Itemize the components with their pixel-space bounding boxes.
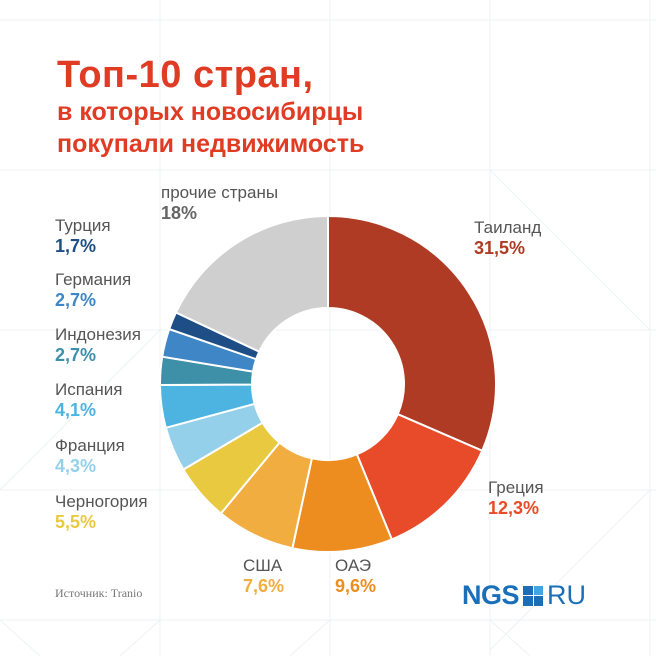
label-turkey: Турция 1,7% bbox=[55, 216, 111, 256]
source-note: Источник: Tranio bbox=[55, 586, 143, 600]
label-others: прочие страны 18% bbox=[161, 183, 278, 223]
label-name: ОАЭ bbox=[335, 556, 372, 575]
label-name: прочие страны bbox=[161, 183, 279, 202]
label-value: 18% bbox=[161, 203, 198, 223]
logo-square-icon bbox=[523, 585, 544, 606]
label-value: 1,7% bbox=[55, 236, 97, 256]
label-name: Испания bbox=[55, 380, 123, 399]
label-germany: Германия 2,7% bbox=[55, 270, 131, 310]
label-name: Таиланд bbox=[474, 218, 542, 237]
label-greece: Греция 12,3% bbox=[488, 478, 544, 518]
label-name: США bbox=[243, 556, 283, 575]
label-spain: Испания 4,1% bbox=[55, 380, 122, 420]
label-name: Черногория bbox=[55, 492, 148, 511]
ngs-logo: NGS RU bbox=[462, 580, 586, 611]
logo-ru-text: RU bbox=[547, 580, 587, 610]
label-name: Индонезия bbox=[55, 325, 141, 344]
label-thailand: Таиланд 31,5% bbox=[474, 218, 541, 258]
chart-title: Топ-10 стран, в которых новосибирцы поку… bbox=[57, 56, 364, 158]
label-value: 2,7% bbox=[55, 290, 97, 310]
title-line-2: в которых новосибирцы bbox=[57, 98, 364, 126]
label-value: 12,3% bbox=[488, 498, 540, 518]
label-value: 5,5% bbox=[55, 512, 97, 532]
label-name: Греция bbox=[488, 478, 544, 497]
label-value: 31,5% bbox=[474, 238, 526, 258]
label-value: 4,1% bbox=[55, 400, 97, 420]
label-value: 2,7% bbox=[55, 345, 97, 365]
logo-ngs-text: NGS bbox=[462, 580, 520, 610]
donut-slice bbox=[174, 214, 329, 353]
label-uae: ОАЭ 9,6% bbox=[335, 556, 376, 596]
label-value: 4,3% bbox=[55, 456, 97, 476]
label-indonesia: Индонезия 2,7% bbox=[55, 325, 141, 365]
label-name: Германия bbox=[55, 270, 132, 289]
label-france: Франция 4,3% bbox=[55, 436, 125, 476]
title-line-3: покупали недвижимость bbox=[57, 130, 365, 158]
title-line-1: Топ-10 стран, bbox=[57, 54, 314, 96]
label-name: Турция bbox=[55, 216, 111, 235]
label-value: 7,6% bbox=[243, 576, 285, 596]
label-montenegro: Черногория 5,5% bbox=[55, 492, 148, 532]
label-name: Франция bbox=[55, 436, 125, 455]
donut-slice bbox=[327, 214, 497, 453]
label-usa: США 7,6% bbox=[243, 556, 284, 596]
label-value: 9,6% bbox=[335, 576, 377, 596]
